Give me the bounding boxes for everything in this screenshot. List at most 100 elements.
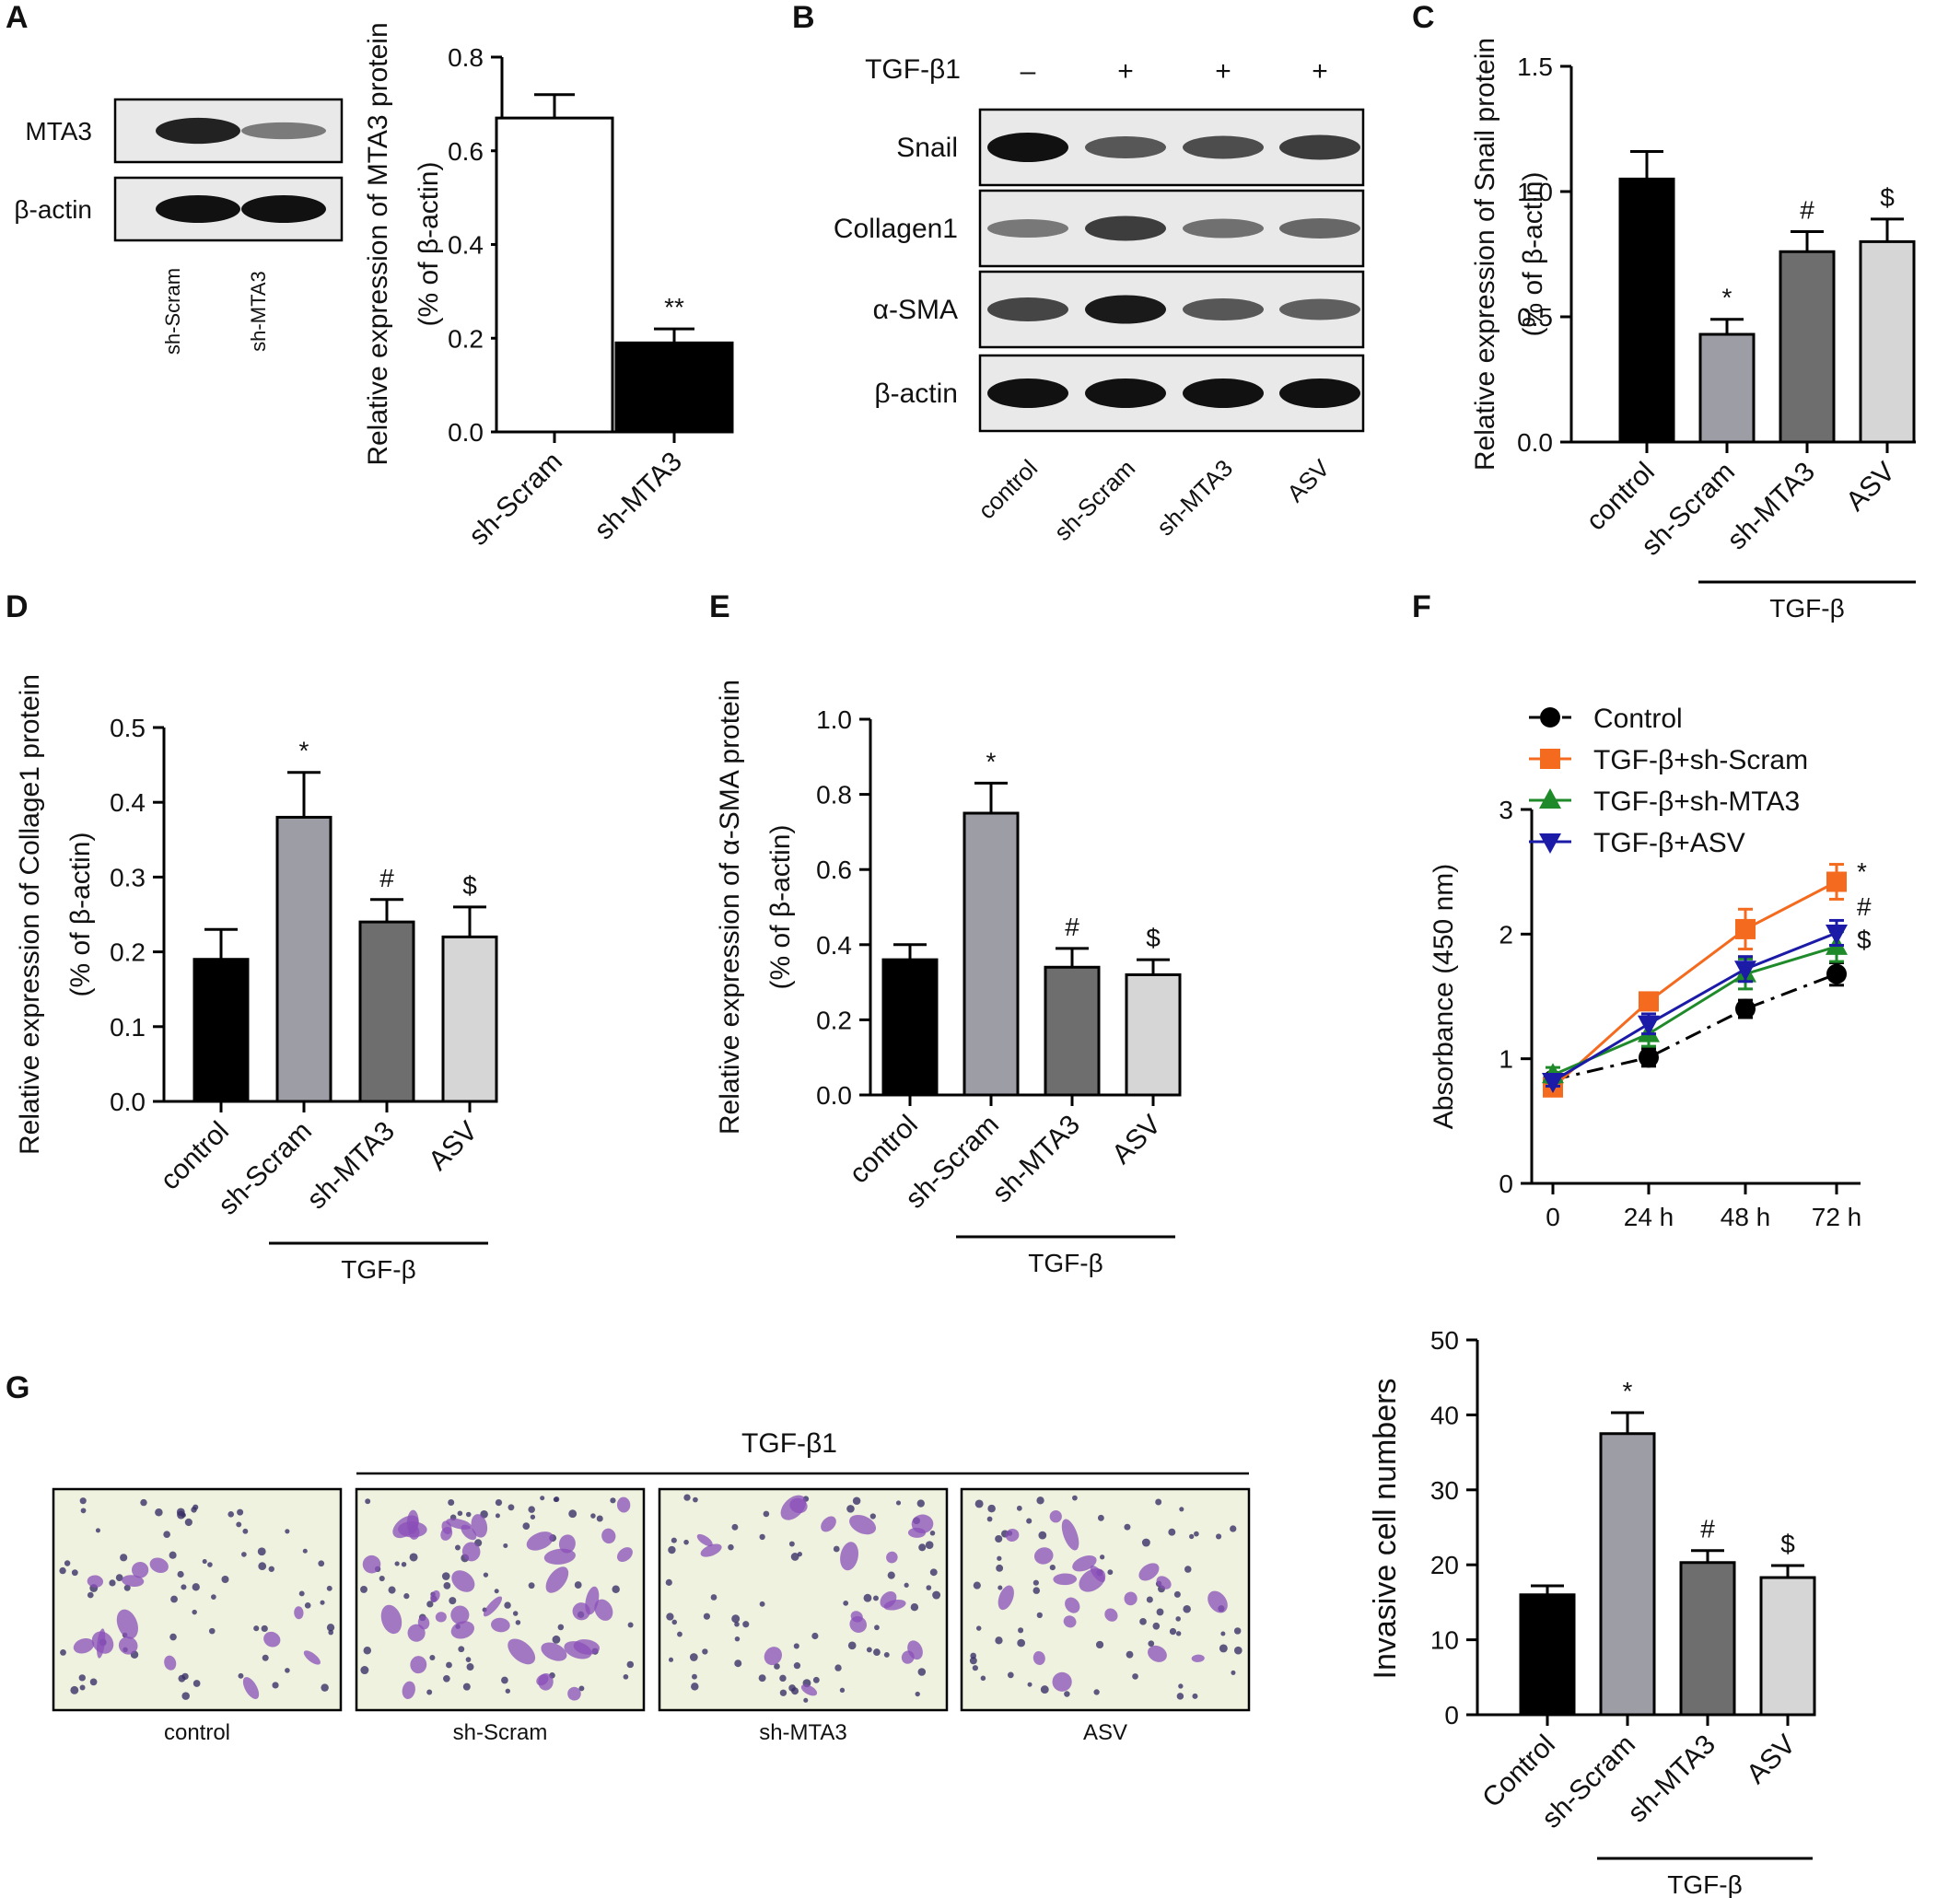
pore-dot — [758, 1674, 766, 1683]
pore-dot — [1216, 1533, 1222, 1540]
x-tick-label-72-h: 72 h — [1812, 1203, 1862, 1231]
y-axis-label: Relative expression of α-SMA protein — [715, 680, 745, 1135]
blot-band-actin-sh-mta3 — [241, 195, 326, 223]
invaded-cell — [850, 1611, 863, 1623]
significance-mark-sh-scram: * — [1722, 284, 1732, 312]
x-tick-label-sh-mta3: sh-MTA3 — [301, 1116, 401, 1216]
pore-dot — [1027, 1682, 1032, 1687]
pore-dot — [202, 1558, 207, 1565]
invaded-cell — [558, 1534, 576, 1554]
pore-dot — [495, 1498, 503, 1507]
blot-band-actin-sh-mta3 — [1183, 378, 1264, 408]
invaded-cell — [696, 1533, 713, 1547]
invaded-cell — [1052, 1671, 1072, 1692]
pore-dot — [272, 1682, 279, 1689]
data-point-tgf-asv-1 — [1638, 1015, 1660, 1036]
pore-dot — [874, 1624, 880, 1631]
y-tick-label: 10 — [1430, 1626, 1459, 1655]
invaded-cell — [450, 1605, 470, 1624]
invaded-cell — [1104, 1608, 1118, 1622]
y-axis-label: Absorbance (450 nm) — [1429, 864, 1459, 1130]
pore-dot — [298, 1590, 305, 1597]
pore-dot — [70, 1685, 79, 1694]
pore-dot — [59, 1566, 66, 1575]
significance-mark-asv: $ — [1146, 924, 1161, 952]
blot-lane-label-asv: ASV — [1281, 454, 1335, 507]
pore-dot — [689, 1653, 698, 1661]
invaded-cell — [73, 1637, 95, 1654]
data-point-tgf-asv-0 — [1542, 1073, 1564, 1094]
treatment-group-label: TGF-β — [341, 1255, 415, 1284]
pore-dot — [731, 1523, 739, 1531]
y-axis-label: (% of β-actin) — [65, 833, 96, 997]
pore-dot — [494, 1589, 499, 1594]
pore-dot — [177, 1570, 184, 1578]
pore-dot — [87, 1591, 94, 1599]
invaded-cell — [1156, 1576, 1172, 1589]
x-tick-label-sh-mta3: sh-MTA3 — [986, 1110, 1086, 1209]
pore-dot — [426, 1689, 433, 1695]
pore-dot — [462, 1683, 471, 1691]
pore-dot — [846, 1505, 855, 1513]
pore-dot — [1017, 1638, 1026, 1648]
pore-dot — [986, 1516, 993, 1522]
x-tick-label-asv: ASV — [1741, 1729, 1802, 1790]
blot-band-snail-asv — [1279, 134, 1360, 160]
pore-dot — [987, 1504, 996, 1513]
pore-dot — [261, 1624, 268, 1633]
pore-dot — [759, 1533, 765, 1541]
panel-label-c: C — [1412, 0, 1435, 35]
pore-dot — [379, 1575, 385, 1582]
pore-dot — [1156, 1608, 1164, 1616]
blot-band-snail-sh-mta3 — [1183, 135, 1264, 159]
pore-dot — [228, 1511, 235, 1518]
invaded-cell — [886, 1551, 898, 1564]
pore-dot — [969, 1657, 977, 1665]
pore-dot — [995, 1534, 1003, 1543]
y-tick-label: 0.6 — [816, 856, 852, 884]
pore-dot — [71, 1569, 78, 1577]
bar-sh-mta3 — [1779, 250, 1836, 444]
blot-row-label-mta3: MTA3 — [25, 117, 92, 146]
invaded-cell — [483, 1596, 503, 1617]
pore-dot — [192, 1583, 200, 1591]
blot-band-actin-sh-scram — [156, 195, 240, 223]
pore-dot — [465, 1511, 472, 1518]
invaded-cell — [446, 1518, 472, 1530]
pore-dot — [915, 1691, 920, 1697]
pore-dot — [522, 1522, 531, 1530]
pore-dot — [811, 1632, 819, 1640]
pore-dot — [360, 1666, 369, 1675]
blot-lane-label-sh-scram: sh-Scram — [161, 268, 184, 355]
pore-dot — [710, 1594, 718, 1601]
blot-band-collagen1-sh-mta3 — [1183, 218, 1264, 239]
invaded-cell — [800, 1684, 818, 1696]
series-tgf-sh-scram: TGF-β+sh-Scram — [1529, 745, 1847, 1098]
invaded-cell — [567, 1686, 581, 1701]
pore-dot — [839, 1687, 846, 1694]
pore-dot — [833, 1545, 840, 1553]
pore-dot — [401, 1561, 407, 1567]
treatment-mark-0: – — [1021, 56, 1036, 87]
significance-mark-asv: $ — [462, 871, 477, 900]
y-tick-label: 0.0 — [110, 1088, 146, 1116]
y-axis-label: Relative expression of MTA3 protein — [363, 22, 393, 465]
pore-dot — [578, 1685, 585, 1692]
invaded-cell — [407, 1624, 426, 1642]
pore-dot — [109, 1579, 116, 1587]
micrograph-sh-mta3 — [658, 1487, 949, 1712]
pore-dot — [887, 1571, 895, 1579]
blot-band-sma-control — [987, 297, 1068, 321]
pore-dot — [191, 1507, 197, 1513]
pore-dot — [1231, 1670, 1236, 1675]
pore-dot — [596, 1515, 603, 1522]
invaded-cell — [789, 1497, 808, 1514]
significance-mark-sh-mta3: # — [1700, 1515, 1715, 1543]
invaded-cell — [998, 1585, 1014, 1611]
invaded-cell — [116, 1609, 138, 1639]
pore-dot — [873, 1648, 881, 1656]
x-tick-label-24-h: 24 h — [1624, 1203, 1674, 1231]
pore-dot — [242, 1528, 249, 1534]
series-line-tgf-sh-scram — [1551, 880, 1838, 1089]
